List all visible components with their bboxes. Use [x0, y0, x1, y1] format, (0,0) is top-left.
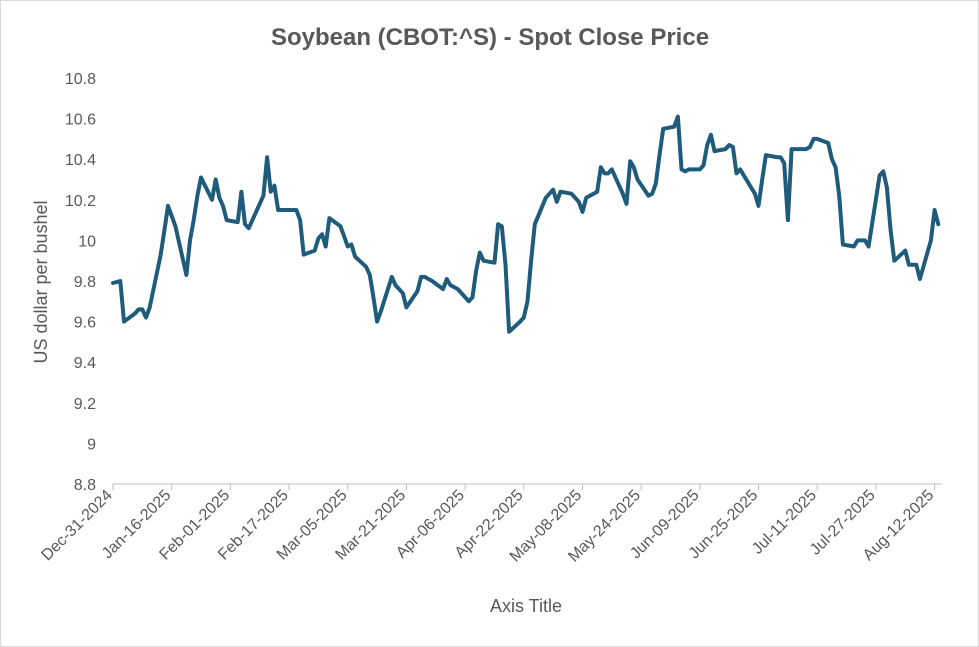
y-tick-label: 9.6 [74, 315, 96, 332]
y-tick-label: 9.2 [74, 396, 96, 413]
y-tick-label: 10.2 [65, 193, 96, 210]
y-tick-label: 10 [78, 233, 96, 250]
y-tick-label: 10.8 [65, 71, 96, 88]
chart-title: Soybean (CBOT:^S) - Spot Close Price [271, 24, 709, 51]
y-tick-labels: 8.8 9 9.2 9.4 9.6 9.8 10 10.2 10.4 10.6 10.8 [65, 71, 96, 494]
x-tick-labels: Dec-31-2024Jan-16-2025Feb-01-2025Feb-17-… [38, 484, 938, 565]
series-group [111, 114, 941, 334]
y-tick-label: 9.8 [74, 274, 96, 291]
y-tick-label: 10.4 [65, 152, 96, 169]
y-axis-title: US dollar per bushel [31, 200, 51, 363]
x-axis-title: Axis Title [490, 596, 562, 616]
y-tick-label: 9 [87, 436, 96, 453]
y-tick-label: 8.8 [74, 477, 96, 494]
y-tick-label: 10.6 [65, 112, 96, 129]
series-line-spot-close-price [111, 114, 941, 334]
y-tick-label: 9.4 [74, 355, 96, 372]
